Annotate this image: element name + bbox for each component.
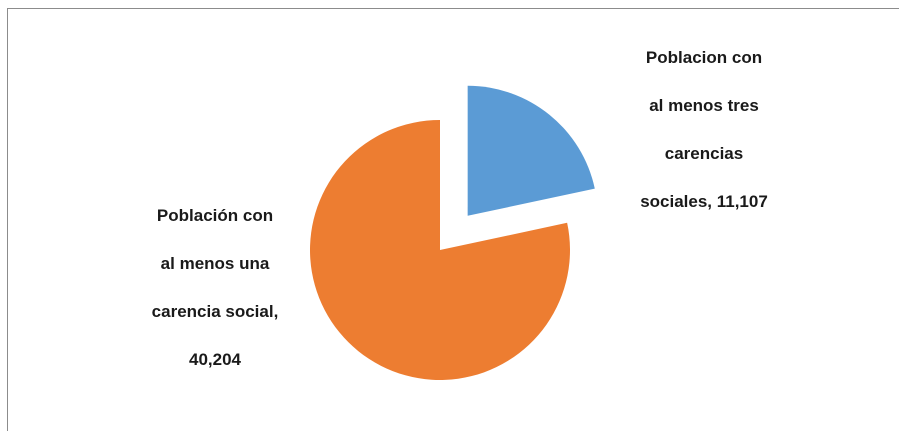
pie-slice-one-deprivation	[310, 120, 570, 380]
slice-label-line: al menos una	[160, 254, 270, 273]
slice-label-line: carencias	[664, 144, 744, 163]
slice-label-line: 40,204	[189, 350, 241, 369]
chart-border-left	[7, 8, 8, 431]
slice-label-line: sociales, 11,107	[640, 192, 768, 211]
chart-border-top	[7, 8, 899, 9]
slice-label-line: Población con	[156, 206, 274, 225]
slice-label-three-deprivations: Poblacion con al menos tres carencias so…	[598, 22, 810, 238]
slice-label-line: carencia social,	[151, 302, 279, 321]
slice-label-one-deprivation: Población con al menos una carencia soci…	[110, 180, 320, 396]
pie-slice-three-deprivations	[467, 85, 595, 216]
slice-label-line: Poblacion con	[645, 48, 763, 67]
slice-label-line: al menos tres	[649, 96, 759, 115]
